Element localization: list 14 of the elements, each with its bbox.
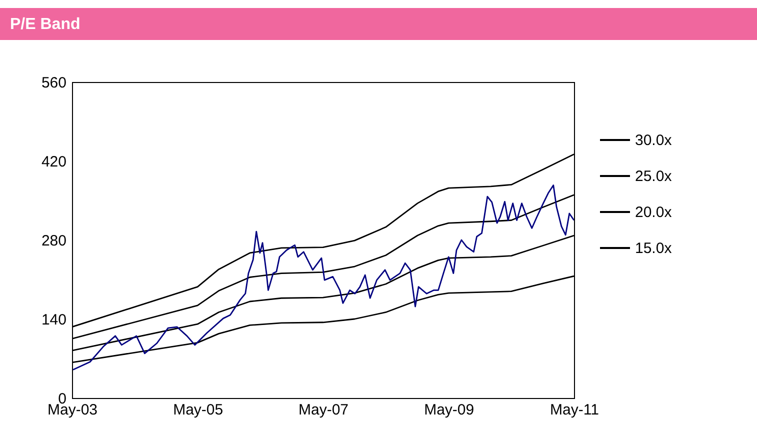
- y-tick-label: 560: [41, 74, 66, 92]
- x-tick-label: May-09: [424, 402, 474, 418]
- legend-label: 15.0x: [635, 240, 672, 257]
- legend-label: 20.0x: [635, 204, 672, 221]
- y-tick-label: 140: [41, 312, 66, 328]
- y-tick-label: 420: [41, 154, 66, 170]
- chart-title: P/E Band: [10, 16, 80, 33]
- y-tick-label: 280: [41, 232, 66, 250]
- x-tick-label: May-11: [550, 402, 599, 418]
- line-series: [72, 184, 574, 370]
- legend-label: 25.0x: [635, 168, 672, 185]
- x-tick-label: May-07: [298, 402, 349, 418]
- x-tick-label: May-05: [173, 402, 224, 418]
- legend-label: 30.0x: [635, 132, 672, 149]
